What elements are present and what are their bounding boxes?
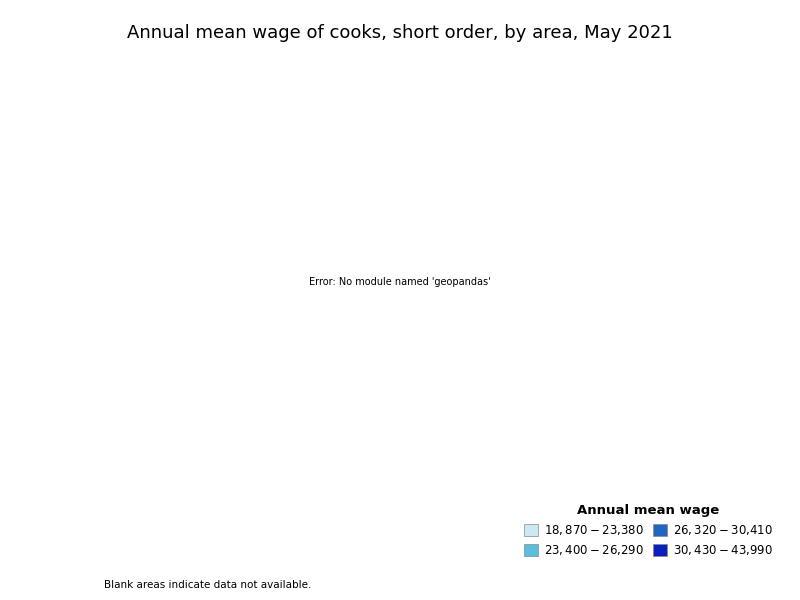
Legend: $18,870 - $23,380, $23,400 - $26,290, $26,320 - $30,410, $30,430 - $43,990: $18,870 - $23,380, $23,400 - $26,290, $2… [519,499,778,562]
Text: Annual mean wage of cooks, short order, by area, May 2021: Annual mean wage of cooks, short order, … [127,24,673,42]
Text: Error: No module named 'geopandas': Error: No module named 'geopandas' [309,277,491,287]
Text: Blank areas indicate data not available.: Blank areas indicate data not available. [104,580,311,590]
